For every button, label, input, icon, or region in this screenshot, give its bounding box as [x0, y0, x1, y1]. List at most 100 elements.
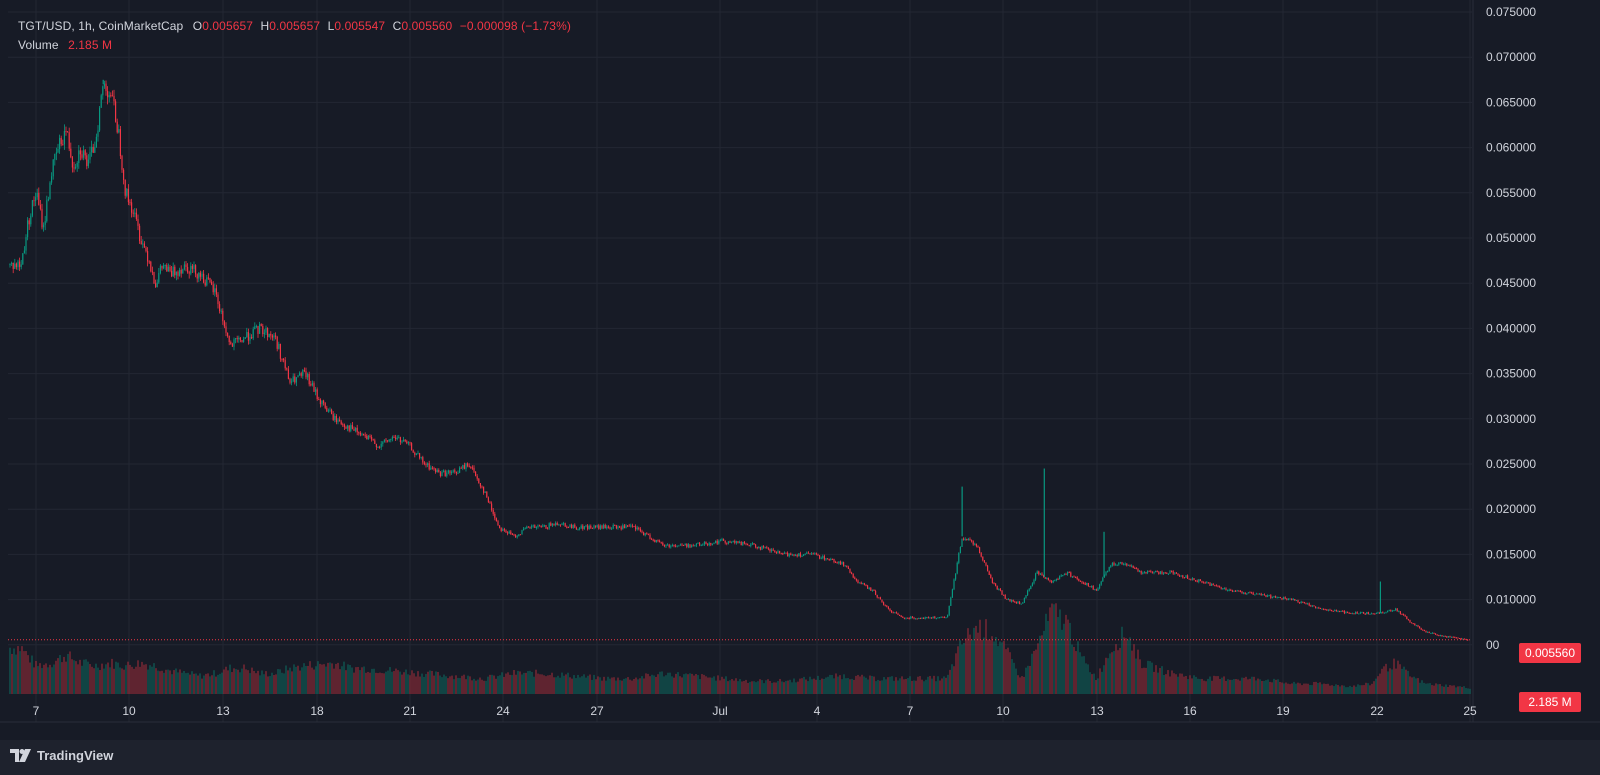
symbol-label[interactable]: TGT/USD, 1h, CoinMarketCap	[18, 19, 184, 33]
volume-bar	[823, 678, 825, 694]
volume-bar	[1421, 680, 1423, 694]
candle-body	[1193, 578, 1195, 581]
volume-bar	[1211, 680, 1213, 694]
volume-bar	[1453, 685, 1455, 694]
candle-body	[500, 528, 502, 531]
volume-bar	[1065, 614, 1067, 694]
candle-body	[1342, 610, 1344, 612]
volume-bar	[71, 659, 73, 694]
candle-body	[339, 419, 341, 422]
candle-body	[646, 533, 648, 535]
volume-bar	[229, 664, 231, 694]
candle-body	[606, 526, 608, 529]
candle-body	[1113, 562, 1115, 565]
candle-body	[627, 525, 629, 527]
volume-bar	[1131, 650, 1133, 694]
candle-body	[662, 542, 664, 546]
volume-bar	[1139, 659, 1141, 694]
chart-panel[interactable]: 0.075000 0.070000 0.065000 0.060000 0.055000…	[0, 0, 1600, 740]
volume-bar	[1217, 676, 1219, 694]
volume-bar	[327, 662, 329, 694]
volume-bar	[297, 665, 299, 694]
candle-body	[910, 616, 912, 619]
tradingview-logo[interactable]: TradingView	[10, 748, 113, 763]
volume-bar	[1371, 683, 1373, 694]
candle-body	[574, 524, 576, 528]
candle-body	[294, 376, 296, 383]
candle-body	[1300, 601, 1302, 604]
time-axis[interactable]: 7 10 13 18 21 24 27 Jul 4 7 10 13 16 19 22 25	[33, 704, 1477, 718]
candle-body	[996, 585, 998, 590]
candle-body	[126, 188, 128, 196]
candle-body	[545, 525, 547, 529]
volume-bar	[865, 677, 867, 694]
candle-body	[532, 525, 534, 527]
volume-bar	[1329, 685, 1331, 694]
volume-bar	[1337, 685, 1339, 694]
volume-bar	[1231, 679, 1233, 694]
volume-bar	[1187, 679, 1189, 694]
volume-bar	[1241, 677, 1243, 694]
price-axis[interactable]: 0.0750000.0700000.0650000.0600000.055000…	[1486, 5, 1536, 652]
candle-body	[391, 436, 393, 440]
volume-bar	[9, 647, 11, 694]
candle-body	[385, 439, 387, 441]
candle-body	[998, 589, 1000, 591]
volume-bar	[1413, 676, 1415, 694]
volume-bar	[419, 676, 421, 694]
volume-bar	[545, 676, 547, 694]
candle-body	[1291, 598, 1293, 600]
volume-bar	[1121, 626, 1123, 694]
volume-bar	[389, 667, 391, 694]
candle-body	[1467, 639, 1469, 641]
candle-body	[526, 526, 528, 529]
candle-body	[769, 548, 771, 552]
volume-bar	[831, 674, 833, 694]
candle-body	[236, 338, 238, 340]
candle-body	[334, 415, 336, 421]
candle-body	[147, 251, 149, 262]
volume-label[interactable]: Volume	[18, 38, 59, 52]
volume-bar	[161, 670, 163, 694]
candle-body	[1299, 602, 1301, 604]
volume-bar	[1225, 680, 1227, 694]
candle-body	[705, 541, 707, 545]
volume-bar	[1069, 622, 1071, 694]
volume-bar	[623, 678, 625, 694]
candle-body	[678, 545, 680, 547]
volume-bar	[861, 674, 863, 694]
volume-bar	[195, 673, 197, 694]
volume-bar	[511, 675, 513, 694]
volume-bar	[947, 674, 949, 694]
candle-body	[217, 294, 219, 305]
volume-bar	[737, 681, 739, 694]
candle-body	[161, 265, 163, 269]
candle-body	[323, 400, 325, 404]
volume-bar	[857, 674, 859, 694]
candle-body	[551, 523, 553, 526]
volume-bar	[165, 669, 167, 694]
high-value: 0.005657	[269, 19, 321, 33]
candle-body	[803, 554, 805, 556]
candle-body	[215, 288, 217, 295]
candle-body	[633, 526, 635, 528]
volume-bar	[891, 676, 893, 694]
candle-body	[806, 552, 808, 554]
candle-body	[1415, 625, 1417, 627]
open-label: O	[192, 19, 203, 33]
volume-bar	[1387, 671, 1389, 694]
volume-bar	[97, 667, 99, 694]
candle-body	[1054, 580, 1056, 582]
price-chart[interactable]: 0.0750000.0700000.0650000.0600000.055000…	[0, 0, 1600, 740]
candle-body	[763, 546, 765, 548]
candle-body	[723, 539, 725, 541]
volume-bar	[93, 668, 95, 694]
candle-body	[1191, 578, 1193, 580]
candle-body	[975, 543, 977, 547]
x-tick-label: 7	[907, 704, 914, 718]
candle-body	[297, 375, 299, 378]
candle-body	[1143, 572, 1145, 574]
volume-bar	[39, 663, 41, 694]
candle-body	[1404, 615, 1406, 617]
candle-body	[1119, 562, 1121, 564]
